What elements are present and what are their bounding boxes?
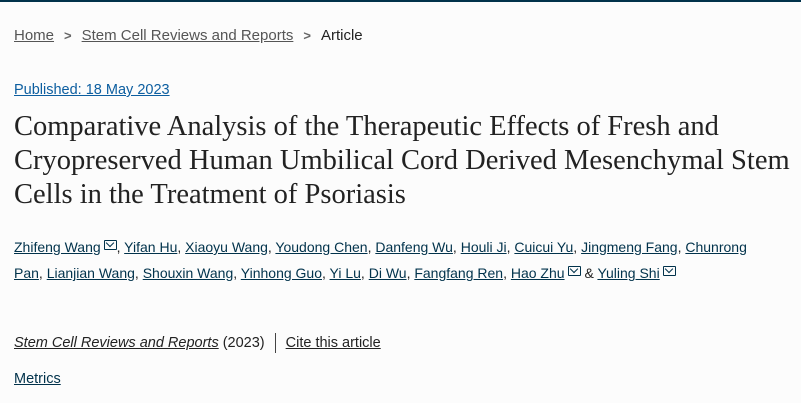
citation-line: Stem Cell Reviews and Reports (2023) Cit… — [14, 333, 381, 353]
author-link[interactable]: Di Wu — [368, 265, 407, 281]
divider — [274, 333, 276, 353]
journal-link[interactable]: Stem Cell Reviews and Reports — [14, 335, 219, 351]
author-link[interactable]: Houli Ji — [460, 239, 507, 255]
author-link[interactable]: Youdong Chen — [275, 239, 368, 255]
author-link[interactable]: Yi Lu — [329, 265, 361, 281]
email-icon[interactable] — [567, 266, 581, 276]
breadcrumb-journal[interactable]: Stem Cell Reviews and Reports — [81, 27, 294, 44]
author-link[interactable]: Yuling Shi — [597, 265, 660, 281]
author-link[interactable]: Xiaoyu Wang — [185, 239, 268, 255]
author-link[interactable]: Chunrong Pan — [14, 239, 747, 281]
metrics-link[interactable]: Metrics — [14, 371, 61, 387]
chevron-right-icon: > — [64, 28, 72, 43]
author-link[interactable]: Fangfang Ren — [414, 265, 504, 281]
publication-year: (2023) — [222, 335, 265, 351]
author-link[interactable]: Zhifeng Wang — [14, 239, 101, 255]
author-link[interactable]: Danfeng Wu — [375, 239, 453, 255]
cite-article-link[interactable]: Cite this article — [285, 335, 381, 351]
chevron-right-icon: > — [303, 28, 311, 43]
author-link[interactable]: Cuicui Yu — [514, 239, 574, 255]
author-link[interactable]: Yinhong Guo — [240, 265, 322, 281]
breadcrumb: Home > Stem Cell Reviews and Reports > A… — [14, 27, 363, 44]
email-icon[interactable] — [662, 266, 676, 276]
breadcrumb-current: Article — [320, 27, 363, 44]
published-date-link[interactable]: Published: 18 May 2023 — [14, 82, 170, 98]
author-link[interactable]: Jingmeng Fang — [581, 239, 678, 255]
author-link[interactable]: Hao Zhu — [510, 265, 565, 281]
author-link[interactable]: Lianjian Wang — [46, 265, 135, 281]
email-icon[interactable] — [103, 240, 117, 250]
author-link[interactable]: Shouxin Wang — [142, 265, 234, 281]
article-title: Comparative Analysis of the Therapeutic … — [14, 111, 790, 210]
author-link[interactable]: Yifan Hu — [124, 239, 178, 255]
breadcrumb-home[interactable]: Home — [14, 27, 55, 44]
author-list: Zhifeng Wang, Yifan Hu, Xiaoyu Wang, You… — [14, 239, 747, 281]
